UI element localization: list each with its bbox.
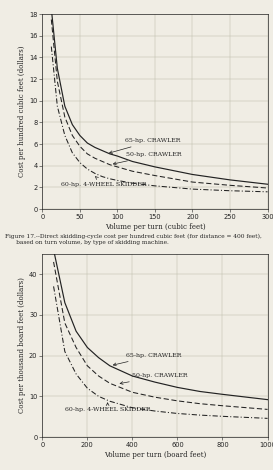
Text: 60-hp. 4-WHEEL SKIDDER: 60-hp. 4-WHEEL SKIDDER — [61, 177, 147, 187]
X-axis label: Volume per turn (cubic feet): Volume per turn (cubic feet) — [105, 223, 205, 231]
Text: 60-hp. 4-WHEEL SKIDDER: 60-hp. 4-WHEEL SKIDDER — [65, 403, 150, 412]
Y-axis label: Cost per thousand board feet (dollars): Cost per thousand board feet (dollars) — [18, 277, 26, 414]
Y-axis label: Cost per hundred cubic feet (dollars): Cost per hundred cubic feet (dollars) — [18, 46, 26, 177]
Text: 65-hp. CRAWLER: 65-hp. CRAWLER — [113, 353, 181, 366]
Text: 50-hp. CRAWLER: 50-hp. CRAWLER — [120, 374, 188, 384]
Text: Figure 17.--Direct skidding-cycle cost per hundred cubic feet (for distance = 40: Figure 17.--Direct skidding-cycle cost p… — [5, 234, 262, 245]
Text: 65-hp. CRAWLER: 65-hp. CRAWLER — [109, 138, 180, 154]
Text: 50-hp. CRAWLER: 50-hp. CRAWLER — [113, 152, 182, 164]
X-axis label: Volume per turn (board feet): Volume per turn (board feet) — [104, 451, 206, 459]
